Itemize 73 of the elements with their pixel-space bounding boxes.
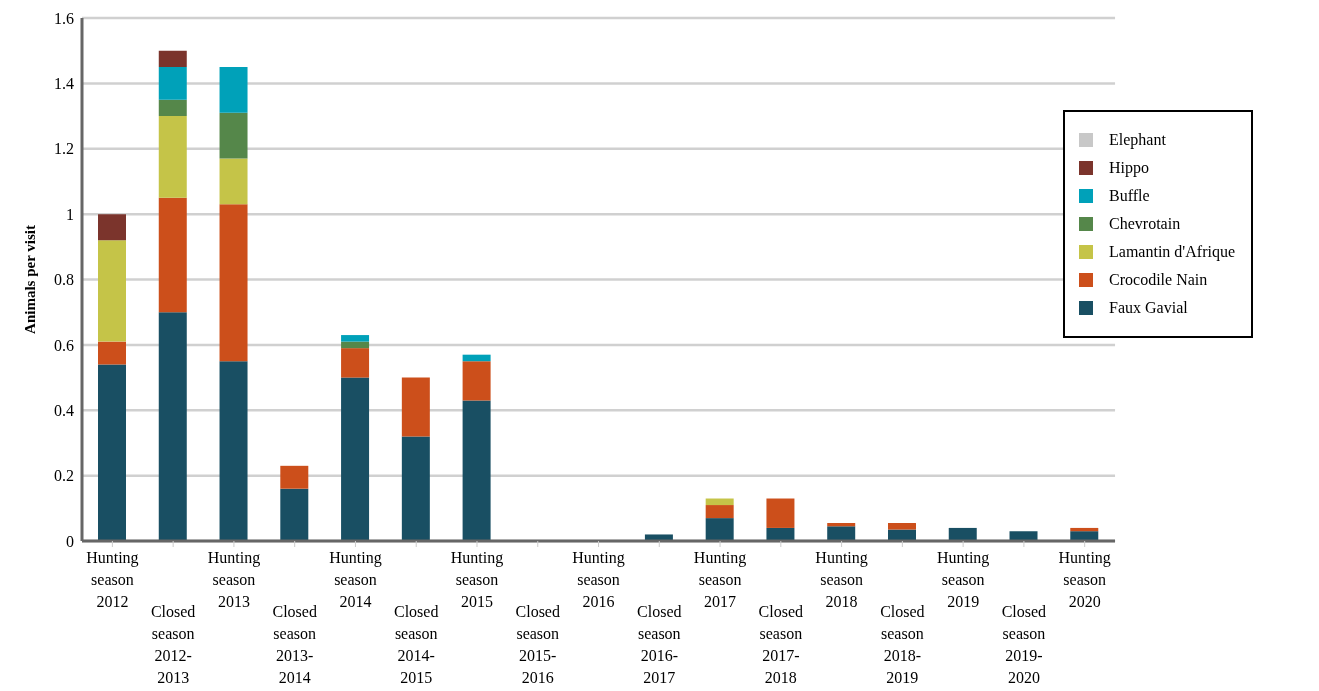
bar <box>401 436 430 541</box>
bar <box>887 523 916 530</box>
bar <box>219 158 248 205</box>
bar <box>158 197 187 313</box>
bar <box>644 534 673 541</box>
x-tick-label: Hunting season 2017 <box>693 549 747 610</box>
bar <box>766 498 795 528</box>
x-tick-label: Hunting season 2015 <box>450 549 504 610</box>
bar <box>705 498 734 506</box>
bar <box>1009 531 1038 541</box>
bar <box>158 50 187 68</box>
legend-label: Buffle <box>1109 187 1150 205</box>
y-tick-label: 1.4 <box>54 75 74 93</box>
bar <box>462 400 491 541</box>
bar <box>341 341 370 349</box>
y-tick-label: 0.6 <box>54 336 74 354</box>
bar <box>766 527 795 541</box>
x-tick-label: Closed season 2017-2018 <box>758 603 804 686</box>
bar <box>158 99 187 117</box>
x-tick-label: Closed season 2014-2015 <box>393 603 439 686</box>
y-tick-label: 1.2 <box>54 140 74 158</box>
bar <box>158 67 187 100</box>
x-tick-label: Closed season 2018-2019 <box>880 603 925 686</box>
x-tick-label: Hunting season 2019 <box>936 549 990 610</box>
y-tick-label: 0.4 <box>54 401 74 419</box>
bar <box>280 465 309 489</box>
bar <box>280 488 309 541</box>
legend-label: Crocodile Nain <box>1109 271 1208 289</box>
bar <box>98 364 126 541</box>
legend-label: Hippo <box>1109 159 1150 177</box>
bar <box>219 112 248 159</box>
x-tick-label: Hunting season 2014 <box>329 549 382 610</box>
legend-label: Chevrotain <box>1109 215 1181 233</box>
bar <box>341 348 370 378</box>
y-tick-label: 0.8 <box>54 271 74 289</box>
bar <box>341 377 370 541</box>
bar <box>948 527 977 541</box>
bar <box>705 505 734 519</box>
y-tick-label: 1.6 <box>54 9 74 27</box>
x-tick-label: Closed season 2012-2013 <box>150 603 196 686</box>
bar <box>219 204 248 362</box>
y-tick-label: 0.2 <box>54 467 74 485</box>
legend-label: Lamantin d'Afrique <box>1109 243 1235 261</box>
bar <box>219 361 248 541</box>
x-tick-label: Closed season 2013-2014 <box>272 603 317 686</box>
bar <box>341 335 370 342</box>
x-tick-label: Closed season 2016-2017 <box>637 603 682 686</box>
bar <box>705 518 734 541</box>
x-tick-label: Hunting season 2018 <box>815 549 868 610</box>
y-axis-title: Animals per visit <box>22 225 39 334</box>
legend-label: Elephant <box>1109 131 1166 149</box>
bar <box>98 214 126 241</box>
bar <box>98 240 126 342</box>
bar <box>98 341 126 365</box>
bar <box>462 354 491 362</box>
x-tick-label: Hunting season 2020 <box>1058 549 1111 610</box>
y-tick-label: 0 <box>66 532 74 550</box>
legend-label: Faux Gavial <box>1109 299 1188 317</box>
x-tick-label: Hunting season 2016 <box>572 549 625 610</box>
x-tick-label: Closed season 2019-2020 <box>1001 603 1047 686</box>
bar <box>827 523 856 527</box>
bar <box>1070 531 1099 541</box>
x-tick-label: Hunting season 2013 <box>207 549 261 610</box>
bar <box>827 526 856 541</box>
x-tick-label: Hunting season 2012 <box>86 549 139 610</box>
bar <box>158 116 187 198</box>
x-tick-label: Closed season 2015-2016 <box>515 603 560 686</box>
y-tick-label: 1 <box>66 205 74 223</box>
bar <box>462 361 491 401</box>
bar <box>158 312 187 541</box>
bar <box>219 67 248 113</box>
bar <box>401 377 430 437</box>
bar <box>1070 527 1099 532</box>
